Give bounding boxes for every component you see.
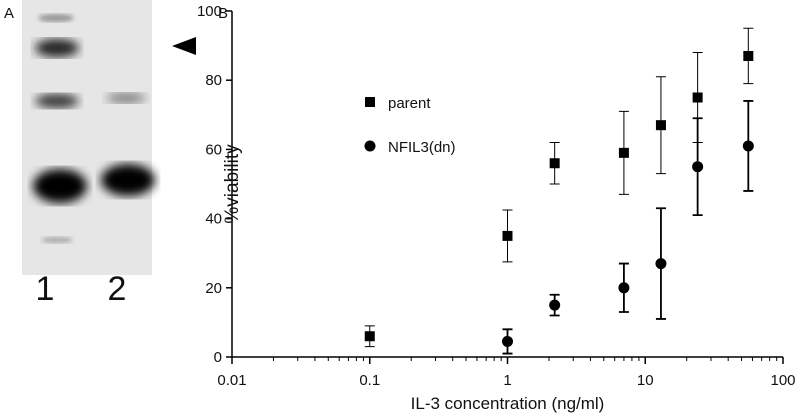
lane-label: 2 bbox=[108, 270, 127, 308]
x-tick-label: 0.01 bbox=[217, 372, 246, 389]
y-axis-label: %viability bbox=[222, 144, 243, 224]
gel-image bbox=[22, 0, 155, 275]
y-tick-label: 20 bbox=[205, 280, 222, 297]
x-tick-label: 1 bbox=[503, 372, 511, 389]
data-point bbox=[549, 299, 561, 311]
lane-label: 1 bbox=[36, 270, 55, 308]
data-point bbox=[502, 335, 513, 347]
legend-label: parent bbox=[388, 95, 431, 112]
data-point bbox=[618, 147, 629, 158]
x-axis-label: IL-3 concentration (ng/ml) bbox=[411, 394, 605, 413]
x-tick-label: 10 bbox=[637, 372, 654, 389]
y-tick-label: 60 bbox=[205, 141, 222, 158]
data-point bbox=[692, 92, 703, 103]
data-point bbox=[618, 282, 630, 294]
panel-label: A bbox=[4, 5, 14, 22]
y-tick-label: 0 bbox=[214, 349, 222, 366]
data-point bbox=[549, 158, 560, 169]
data-point bbox=[364, 331, 375, 342]
data-point bbox=[743, 50, 754, 61]
y-tick-label: 80 bbox=[205, 72, 222, 89]
data-point bbox=[692, 161, 704, 173]
arrowhead bbox=[172, 37, 196, 55]
data-point bbox=[742, 140, 754, 152]
y-tick-label: 40 bbox=[205, 211, 222, 228]
data-point bbox=[655, 120, 666, 131]
data-point bbox=[502, 230, 513, 241]
data-point bbox=[655, 258, 667, 270]
legend-marker bbox=[365, 97, 375, 107]
legend-label: NFIL3(dn) bbox=[388, 139, 456, 156]
x-tick-label: 100 bbox=[770, 372, 795, 389]
panel-label: B bbox=[218, 5, 228, 22]
y-tick-label: 100 bbox=[197, 3, 222, 20]
legend-marker bbox=[364, 140, 376, 152]
x-tick-label: 0.1 bbox=[359, 372, 380, 389]
